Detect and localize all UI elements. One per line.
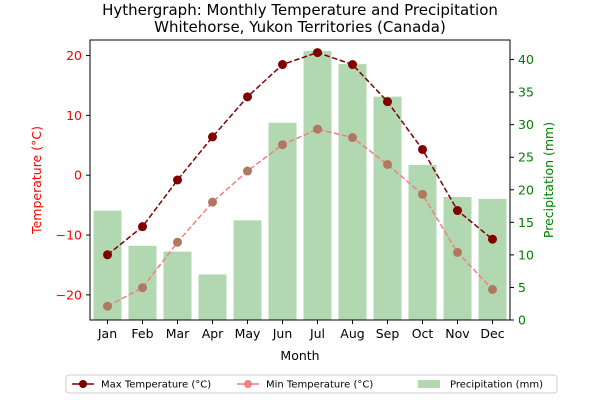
min-temp-point-jul	[313, 124, 322, 134]
precip-tick-label: 25	[518, 150, 534, 165]
precip-bar-dec	[478, 198, 507, 320]
precip-tick-label: 0	[518, 313, 526, 328]
x-tick-label: Sep	[376, 326, 400, 341]
precip-bar-may	[233, 220, 262, 320]
min-temp-point-jan	[103, 301, 112, 311]
legend-label-min: Min Temperature (°C)	[266, 380, 373, 391]
max-temp-point-jan	[103, 250, 112, 260]
x-axis-label: Month	[280, 348, 319, 363]
x-tick-label: Oct	[412, 326, 434, 341]
min-temp-point-aug	[348, 133, 357, 143]
max-temp-point-feb	[138, 222, 147, 232]
x-tick-label: Jul	[309, 326, 325, 341]
min-temp-line	[107, 128, 494, 307]
precip-tick-label: 5	[518, 280, 526, 295]
max-temp-point-jul	[313, 48, 322, 58]
min-temp-point-nov	[453, 247, 462, 257]
x-axis: Jan Feb Mar Apr May Jun Jul Aug Sep Oct Nov Dec	[97, 320, 505, 341]
min-temp-point-sep	[383, 159, 392, 169]
precip-tick-label: 30	[518, 117, 534, 132]
x-tick-label: Aug	[340, 326, 364, 341]
precip-tick-label: 20	[518, 182, 534, 197]
precip-tick-label: 35	[518, 85, 534, 100]
max-temp-point-jun	[278, 60, 287, 70]
temp-tick-label: 0	[74, 168, 82, 183]
max-temp-point-mar	[173, 175, 182, 185]
x-tick-label: Jun	[272, 326, 293, 341]
temp-tick-label: 20	[66, 48, 82, 63]
min-temp-point-apr	[208, 197, 217, 207]
x-tick-label: Mar	[166, 326, 190, 341]
chart-subtitle: Whitehorse, Yukon Territories (Canada)	[154, 18, 446, 36]
precip-bar-jul	[303, 51, 332, 321]
legend-marker-min	[244, 380, 252, 388]
x-tick-label: Jan	[97, 326, 117, 341]
legend-swatch-precip	[418, 380, 440, 388]
max-temp-point-nov	[453, 206, 462, 216]
plot-frame	[89, 39, 511, 321]
precip-bar-sep	[373, 96, 402, 321]
precip-tick-label: 40	[518, 52, 534, 67]
precip-bar-jun	[268, 122, 297, 320]
precipitation-axis: 0 5 10 15 20 25 30 35 40	[510, 52, 534, 328]
min-temp-point-dec	[488, 284, 497, 294]
max-temp-point-oct	[418, 144, 427, 154]
precip-tick-label: 15	[518, 215, 534, 230]
temperature-lines	[103, 48, 497, 311]
legend-label-precip: Precipitation (mm)	[450, 380, 543, 391]
legend-label-max: Max Temperature (°C)	[101, 380, 211, 391]
x-tick-label: Dec	[480, 326, 504, 341]
max-temp-point-may	[243, 92, 252, 102]
x-tick-label: Feb	[131, 326, 153, 341]
temp-tick-label: −10	[56, 228, 82, 243]
min-temp-point-feb	[138, 283, 147, 293]
max-temp-point-dec	[488, 234, 497, 244]
precip-bar-mar	[163, 251, 192, 320]
min-temp-point-mar	[173, 237, 182, 247]
x-tick-label: Apr	[202, 326, 224, 341]
max-temp-point-apr	[208, 132, 217, 142]
precip-tick-label: 10	[518, 247, 534, 262]
chart-title: Hythergraph: Monthly Temperature and Pre…	[102, 1, 498, 19]
temperature-axis: −20 −10 0 10 20	[56, 48, 90, 302]
x-tick-label: Nov	[445, 326, 470, 341]
precip-bar-aug	[338, 64, 367, 321]
precipitation-axis-label: Precipitation (mm)	[541, 122, 556, 238]
precip-bar-feb	[128, 245, 157, 320]
temperature-axis-label: Temperature (°C)	[29, 126, 44, 235]
precipitation-bars	[93, 51, 507, 321]
precip-bar-nov	[443, 196, 472, 320]
x-tick-label: May	[235, 326, 261, 341]
legend-marker-max	[79, 380, 87, 388]
max-temp-point-aug	[348, 60, 357, 70]
chart-legend: Max Temperature (°C) Min Temperature (°C…	[65, 374, 558, 394]
legend-frame	[65, 374, 558, 394]
min-temp-point-may	[243, 166, 252, 176]
temp-tick-label: 10	[66, 108, 82, 123]
precip-bar-oct	[408, 165, 437, 320]
min-temp-point-oct	[418, 189, 427, 199]
max-temp-point-sep	[383, 97, 392, 107]
min-temp-point-jun	[278, 140, 287, 150]
precip-bar-apr	[198, 274, 227, 320]
temp-tick-label: −20	[56, 287, 82, 302]
